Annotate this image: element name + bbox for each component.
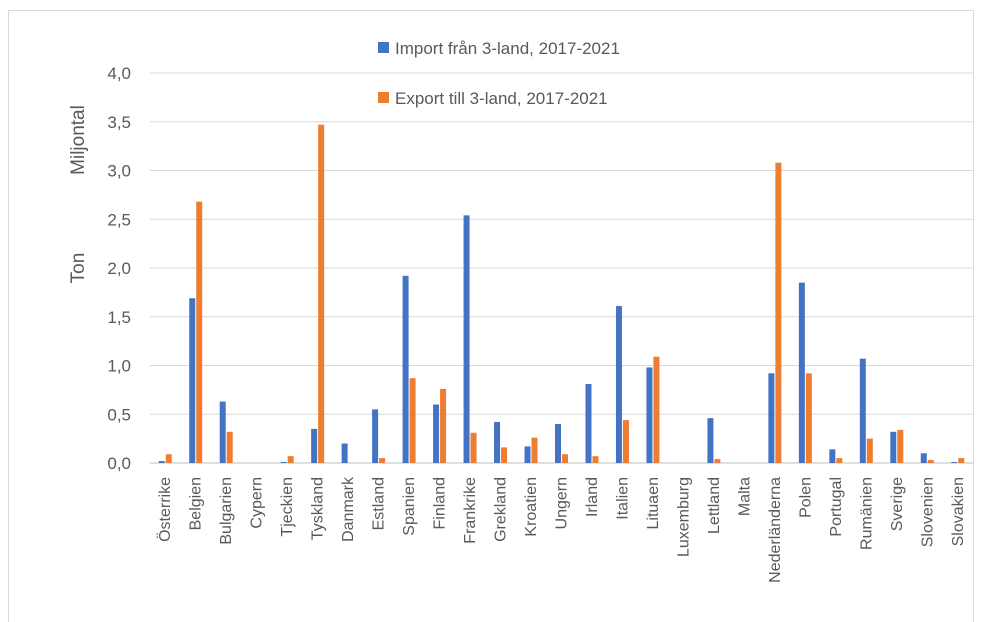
bar-export — [562, 454, 568, 463]
bar-export — [927, 460, 934, 463]
x-tick-label: Slovenien — [919, 477, 936, 547]
x-tick-label: Tyskland — [310, 477, 327, 540]
bar-export — [622, 420, 629, 463]
y-tick-label: 4,0 — [107, 64, 131, 83]
x-tick-label: Irland — [584, 477, 601, 517]
y-tick-label: 1,0 — [107, 357, 131, 376]
y-tick-label: 1,5 — [107, 308, 131, 327]
bar-export — [714, 459, 721, 463]
bar-export — [318, 124, 325, 464]
bar-export — [226, 431, 233, 463]
bar-import — [829, 449, 836, 463]
bar-import — [707, 418, 714, 463]
bar-export — [287, 456, 294, 463]
chart-frame — [8, 10, 974, 622]
bar-import — [524, 446, 531, 463]
bar-export — [836, 458, 843, 463]
bar-export — [409, 378, 416, 463]
bar-import — [494, 422, 501, 463]
bar-import — [463, 215, 470, 463]
x-tick-label: Portugal — [828, 477, 845, 537]
bar-import — [890, 431, 897, 463]
x-tick-label: Belgien — [188, 477, 205, 530]
x-tick-label: Luxemburg — [675, 477, 692, 557]
y-axis-unit-label: Miljontal — [68, 105, 89, 175]
bars — [158, 124, 965, 464]
bar-import — [859, 358, 866, 463]
x-tick-label: Malta — [736, 477, 753, 516]
bar-import — [433, 404, 440, 463]
x-tick-label: Italien — [614, 477, 631, 520]
bar-export — [470, 432, 477, 463]
x-tick-label: Bulgarien — [218, 477, 235, 545]
x-tick-label: Sverige — [889, 477, 906, 531]
bar-export — [165, 454, 172, 463]
x-tick-label: Lettland — [706, 477, 723, 534]
x-tick-label: Österrike — [156, 477, 174, 542]
bar-import — [555, 424, 561, 463]
gridlines — [150, 72, 973, 464]
bar-import — [280, 462, 287, 463]
bar-export — [897, 429, 904, 463]
bar-import — [311, 428, 318, 463]
y-tick-label: 0,5 — [107, 405, 131, 424]
bar-export — [379, 458, 386, 463]
legend-label-import: Import från 3-land, 2017-2021 — [395, 39, 620, 58]
bar-export — [866, 438, 873, 463]
y-tick-label: 3,0 — [107, 162, 131, 181]
x-tick-label: Tjeckien — [279, 477, 296, 537]
bar-import — [219, 401, 226, 463]
bar-import — [372, 409, 379, 463]
y-tick-label: 0,0 — [107, 454, 131, 473]
x-tick-label: Nederländerna — [767, 477, 784, 583]
legend: Import från 3-land, 2017-2021 Export till… — [378, 39, 620, 108]
y-tick-label: 3,5 — [107, 113, 131, 132]
bar-import — [798, 282, 805, 463]
x-tick-label: Estland — [371, 477, 388, 530]
x-tick-label: Slovakien — [950, 477, 967, 546]
x-tick-label: Danmark — [340, 476, 357, 542]
y-tick-label: 2,0 — [107, 259, 131, 278]
legend-swatch-export — [378, 92, 389, 103]
x-tick-label: Grekland — [493, 477, 510, 542]
x-tick-label: Cypern — [249, 477, 266, 529]
x-tick-label: Rumänien — [858, 477, 875, 550]
legend-swatch-import — [378, 42, 389, 53]
bar-import — [920, 453, 927, 463]
bar-import — [158, 461, 165, 463]
x-axis-labels: Österrike Belgien Bulgarien Cypern Tjeckien T… — [156, 476, 967, 583]
bar-export — [958, 458, 965, 463]
bar-import — [585, 384, 592, 463]
x-tick-label: Kroatien — [523, 477, 540, 537]
y-axis-title: Ton — [68, 253, 89, 284]
bar-export — [440, 388, 447, 463]
bar-import — [646, 367, 653, 463]
bar-export — [775, 162, 782, 463]
bar-import — [341, 443, 348, 463]
bar-export — [501, 447, 508, 463]
y-axis-ticks: 0,0 0,5 1,0 1,5 2,0 2,5 3,0 3,5 4,0 — [107, 64, 131, 473]
bar-export — [653, 356, 660, 463]
x-tick-label: Ungern — [554, 477, 571, 529]
x-tick-label: Finland — [432, 477, 449, 529]
bar-import — [402, 275, 409, 463]
legend-label-export: Export till 3-land, 2017-2021 — [395, 89, 608, 108]
bar-import — [951, 462, 958, 463]
x-tick-label: Polen — [797, 477, 814, 518]
bar-export — [531, 437, 538, 463]
x-tick-label: Lituaen — [645, 477, 662, 530]
bar-import — [189, 298, 196, 463]
bar-export — [592, 456, 599, 463]
bar-import — [768, 373, 775, 463]
x-tick-label: Spanien — [401, 477, 418, 536]
bar-export — [805, 373, 812, 463]
y-tick-label: 2,5 — [107, 210, 131, 229]
x-tick-label: Frankrike — [462, 477, 479, 544]
bar-import — [615, 306, 622, 463]
bar-export — [196, 201, 203, 463]
